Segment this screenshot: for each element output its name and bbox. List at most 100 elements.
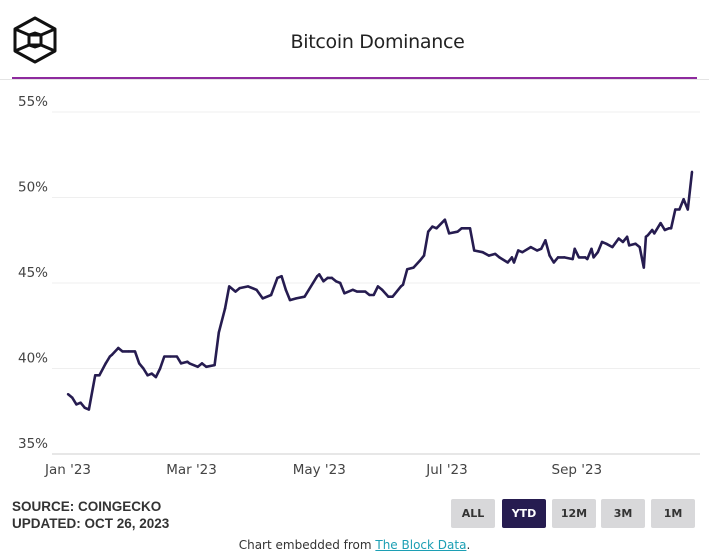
data-point bbox=[617, 237, 620, 240]
data-point bbox=[653, 232, 656, 235]
data-point bbox=[481, 251, 484, 254]
data-point bbox=[493, 252, 497, 256]
the-block-data-link[interactable]: The Block Data bbox=[375, 538, 467, 552]
data-point bbox=[322, 280, 325, 283]
data-point bbox=[552, 261, 556, 264]
data-point bbox=[487, 254, 491, 257]
data-point bbox=[79, 401, 82, 404]
data-point bbox=[627, 244, 631, 247]
data-point bbox=[295, 297, 298, 300]
data-point bbox=[137, 362, 141, 365]
line-chart: 35% 40% 45% 50% 55% Jan '23 Mar '23 May '23 Jul… bbox=[18, 94, 700, 478]
data-point bbox=[510, 256, 514, 259]
range-button-ytd[interactable]: YTD bbox=[502, 499, 546, 528]
data-point bbox=[284, 288, 287, 292]
data-point bbox=[431, 225, 434, 228]
data-point bbox=[426, 230, 430, 233]
data-point bbox=[682, 198, 685, 201]
data-point bbox=[584, 256, 587, 259]
data-point bbox=[517, 249, 520, 252]
data-point bbox=[544, 239, 547, 242]
data-point bbox=[590, 247, 593, 250]
updated-label: UPDATED: OCT 26, 2023 bbox=[12, 516, 170, 531]
chart-title: Bitcoin Dominance bbox=[290, 31, 465, 53]
data-point bbox=[217, 331, 220, 334]
x-tick-label: Mar '23 bbox=[166, 462, 217, 478]
data-point bbox=[150, 372, 153, 375]
data-point bbox=[380, 288, 384, 292]
data-point bbox=[188, 362, 191, 365]
data-point bbox=[66, 392, 70, 396]
data-point bbox=[146, 374, 149, 377]
data-point bbox=[418, 259, 421, 262]
range-button-all[interactable]: ALL bbox=[451, 499, 495, 528]
data-point bbox=[625, 235, 629, 239]
data-point bbox=[443, 218, 447, 221]
data-point bbox=[315, 274, 319, 278]
data-point bbox=[311, 281, 315, 285]
data-point bbox=[674, 208, 677, 211]
data-point bbox=[422, 254, 426, 257]
embed-prefix: Chart embedded from bbox=[238, 538, 376, 552]
embed-credit: Chart embedded from The Block Data. bbox=[0, 538, 709, 552]
data-point bbox=[154, 375, 158, 379]
the-block-logo bbox=[13, 16, 57, 64]
data-point bbox=[246, 285, 250, 288]
data-point bbox=[196, 365, 200, 368]
data-point bbox=[447, 232, 451, 235]
data-point bbox=[200, 362, 204, 365]
x-tick-label: May '23 bbox=[293, 462, 346, 478]
range-button-12m[interactable]: 12M bbox=[552, 499, 596, 528]
range-button-3m[interactable]: 3M bbox=[601, 499, 645, 528]
data-point bbox=[127, 350, 130, 353]
data-point bbox=[343, 292, 346, 295]
data-point bbox=[205, 365, 208, 368]
data-point bbox=[600, 240, 604, 244]
data-point bbox=[87, 408, 91, 411]
y-tick-label: 35% bbox=[18, 436, 48, 452]
data-point bbox=[261, 297, 264, 300]
x-tick-label: Jan '23 bbox=[44, 462, 91, 478]
source-info: SOURCE: COINGECKO UPDATED: OCT 26, 2023 bbox=[12, 498, 169, 532]
data-point bbox=[678, 208, 681, 211]
data-point bbox=[435, 227, 438, 230]
data-point bbox=[117, 346, 120, 350]
data-point bbox=[644, 235, 648, 239]
y-tick-label: 40% bbox=[18, 351, 48, 367]
data-point bbox=[577, 256, 581, 259]
y-tick-label: 50% bbox=[18, 180, 48, 196]
data-point bbox=[326, 276, 329, 280]
data-point bbox=[372, 293, 375, 297]
data-point bbox=[98, 374, 101, 377]
data-point bbox=[234, 290, 237, 293]
data-point bbox=[512, 261, 516, 264]
data-point bbox=[456, 230, 459, 233]
data-point bbox=[175, 355, 179, 358]
data-point bbox=[563, 256, 566, 259]
data-point bbox=[468, 227, 472, 230]
data-point bbox=[690, 170, 694, 174]
data-point bbox=[213, 363, 216, 367]
source-label: SOURCE: COINGECKO bbox=[12, 499, 162, 514]
data-point bbox=[163, 355, 166, 358]
data-point bbox=[110, 353, 114, 357]
data-point bbox=[104, 362, 107, 365]
data-point bbox=[596, 251, 599, 254]
data-point bbox=[288, 298, 292, 302]
data-point bbox=[142, 367, 145, 370]
data-point bbox=[634, 242, 637, 245]
data-point bbox=[351, 288, 354, 292]
data-point bbox=[269, 293, 273, 297]
header-divider bbox=[0, 79, 709, 80]
data-point bbox=[334, 280, 338, 283]
accent-divider bbox=[12, 77, 697, 79]
data-point bbox=[651, 228, 654, 232]
data-point bbox=[387, 295, 390, 298]
range-button-1m[interactable]: 1M bbox=[651, 499, 695, 528]
data-point bbox=[339, 281, 342, 285]
x-tick-label: Jul '23 bbox=[425, 462, 467, 478]
data-point bbox=[586, 257, 589, 261]
data-point bbox=[460, 227, 463, 230]
data-point bbox=[399, 285, 403, 288]
data-point bbox=[659, 221, 662, 225]
